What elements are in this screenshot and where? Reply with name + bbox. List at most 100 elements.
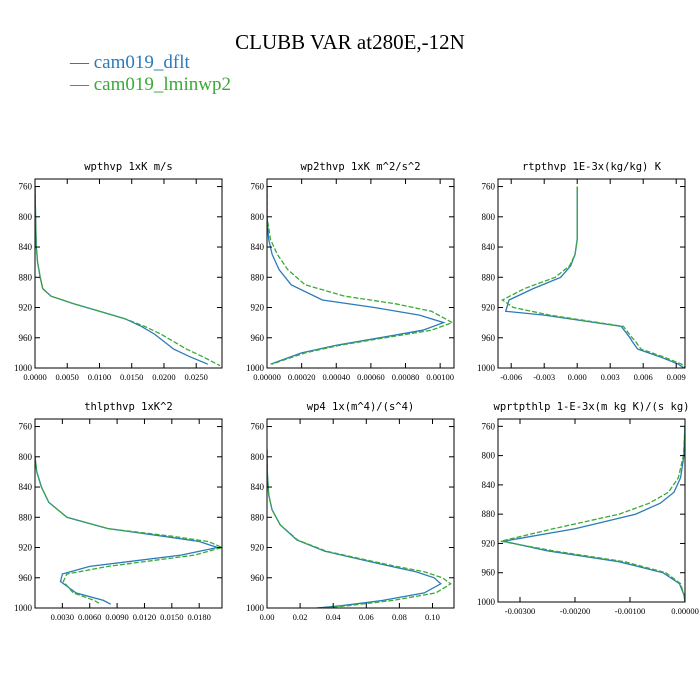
y-tick-label: 920 [482,303,496,313]
x-tick-label: 0.003 [601,372,620,382]
plot-frame [266,178,455,369]
y-tick-label: 880 [251,512,265,522]
panel-6: wprtpthlp 1-E-3x(m kg K)/(s kg) 760 800 840… [477,401,699,616]
y-tick-label: 1000 [477,597,496,607]
y-tick-label: 840 [19,242,33,252]
x-tick-label: 0.0120 [133,612,156,622]
x-tick-label: 0.0250 [185,372,208,382]
x-tick-label: 0.08 [392,612,407,622]
legend-entry-dflt: — cam019_dflt [70,52,231,74]
panel-3: rtpthvp 1E-3x(kg/kg) K 760 800 840 880 920 960… [477,161,686,382]
x-tick-label: 0.00000 [671,606,699,616]
y-tick-label: 840 [251,482,265,492]
x-tick-label: 0.0200 [152,372,175,382]
y-tick-label: 960 [251,573,265,583]
panel-5: wp4 1x(m^4)/(s^4)76080084088092096010000… [246,401,455,622]
x-tick-label: 0.0000 [23,372,46,382]
plot-frame [266,418,455,609]
x-tick-label: 0.02 [293,612,308,622]
figure-title: CLUBB VAR at280E,-12N [235,30,465,54]
legend-label: cam019_lminwp2 [93,74,231,95]
y-tick-label: 960 [19,573,33,583]
x-tick-label: -0.00200 [560,606,590,616]
y-tick-label: 960 [482,333,496,343]
y-tick-label: 760 [19,422,33,432]
x-tick-label: 0.000 [568,372,587,382]
y-tick-label: 920 [19,303,33,313]
y-tick-label: 920 [19,543,33,553]
y-tick-label: 760 [19,182,33,192]
x-tick-label: 0.009 [667,372,686,382]
x-tick-label: -0.003 [533,372,555,382]
y-tick-label: 760 [482,421,496,431]
panel-title: wp4 1x(m^4)/(s^4) [307,401,414,413]
y-tick-label: 960 [251,333,265,343]
legend-dash: — [70,52,89,73]
panel-title: wp2thvp 1xK m^2/s^2 [300,161,420,173]
y-tick-label: 1000 [246,603,265,613]
y-tick-label: 960 [19,333,33,343]
plot-frame [34,178,223,369]
x-tick-label: 0.00040 [322,372,350,382]
x-tick-label: -0.00100 [615,606,645,616]
y-tick-label: 760 [482,182,496,192]
y-tick-label: 1000 [246,363,265,373]
y-tick-label: 1000 [477,363,496,373]
y-tick-label: 920 [482,538,496,548]
x-tick-label: 0.00100 [426,372,454,382]
y-tick-label: 840 [482,242,496,252]
x-tick-label: 0.0150 [160,612,183,622]
y-tick-label: 920 [251,303,265,313]
y-tick-label: 1000 [14,603,33,613]
series-line-dflt [504,186,685,368]
legend-label: cam019_dflt [93,52,190,73]
legend-dash: — [70,74,89,95]
x-tick-label: -0.006 [500,372,522,382]
plot-frame [34,418,223,609]
y-tick-label: 760 [251,422,265,432]
series-line-dflt [503,426,685,602]
series-line-lminwp2 [35,456,222,605]
panel-title: wprtpthlp 1-E-3x(m kg K)/(s kg) [494,401,690,413]
y-tick-label: 800 [482,451,496,461]
series-line-lminwp2 [35,186,221,367]
panel-title: thlpthvp 1xK^2 [84,401,173,413]
y-tick-label: 880 [19,272,33,282]
series-line-lminwp2 [267,186,454,365]
series-line-lminwp2 [501,186,685,368]
y-tick-label: 1000 [14,363,33,373]
series-line-dflt [267,449,442,608]
y-tick-label: 840 [251,242,265,252]
x-tick-label: 0.0050 [56,372,79,382]
y-tick-label: 960 [482,568,496,578]
x-tick-label: 0.0030 [51,612,74,622]
plot-frame [497,418,686,603]
y-tick-label: 800 [251,452,265,462]
plot-frame [497,178,686,369]
x-tick-label: 0.0180 [188,612,211,622]
y-tick-label: 760 [251,182,265,192]
x-tick-label: 0.0150 [120,372,143,382]
legend-entry-lminwp2: — cam019_lminwp2 [70,74,231,96]
series-line-lminwp2 [267,449,452,608]
series-line-dflt [35,186,209,365]
x-tick-label: 0.00060 [357,372,385,382]
y-tick-label: 800 [19,452,33,462]
x-tick-label: 0.0100 [88,372,111,382]
y-tick-label: 800 [482,212,496,222]
x-tick-label: 0.04 [326,612,342,622]
y-tick-label: 880 [251,272,265,282]
series-line-dflt [267,186,446,365]
y-tick-label: 880 [482,272,496,282]
series-line-lminwp2 [500,426,685,602]
x-tick-label: 0.0060 [78,612,101,622]
x-tick-label: 0.00080 [392,372,420,382]
x-tick-label: 0.0090 [105,612,128,622]
x-tick-label: 0.10 [425,612,440,622]
x-tick-label: 0.00 [260,612,275,622]
y-tick-label: 840 [482,480,496,490]
panel-4: thlpthvp 1xK^2 760 800 840 880 920 960 1000 0.00… [14,401,223,622]
x-tick-label: -0.00300 [505,606,535,616]
